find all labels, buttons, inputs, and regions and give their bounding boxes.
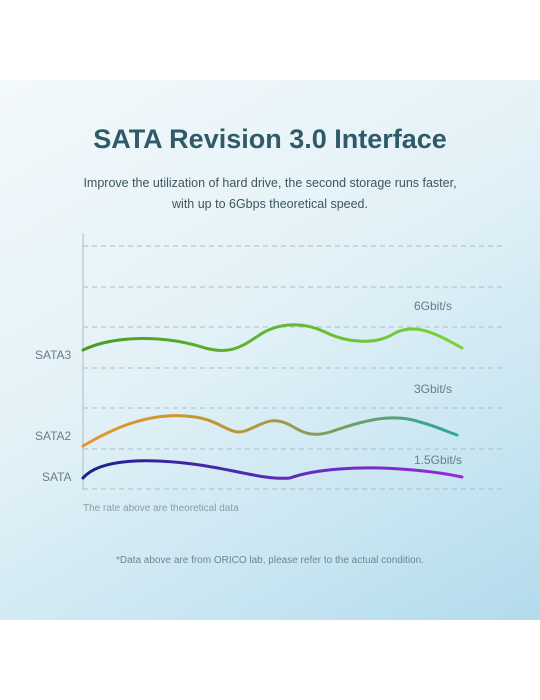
page-title: SATA Revision 3.0 Interface: [93, 124, 447, 154]
sata2-speed-curve: [81, 414, 459, 448]
speed-1-5gbit-label: 1.5Gbit/s: [414, 453, 462, 467]
speed-comparison-chart: SATA3 SATA2 SATA 6Gbit/s 3Gbit/s 1.5Gbit…: [35, 233, 505, 490]
subtitle: Improve the utilization of hard drive, t…: [0, 173, 540, 215]
subtitle-line-2: with up to 6Gbps theoretical speed.: [172, 197, 368, 211]
lab-footnote: *Data above are from ORICO lab, please r…: [116, 555, 424, 566]
speed-3gbit-label: 3Gbit/s: [414, 382, 452, 396]
sata3-label: SATA3: [35, 348, 72, 362]
sata3-speed-curve: [81, 323, 464, 352]
grid-lines: [83, 245, 505, 490]
sata-label: SATA: [42, 470, 72, 484]
speed-6gbit-label: 6Gbit/s: [414, 299, 452, 313]
theoretical-data-note: The rate above are theoretical data: [83, 503, 239, 514]
subtitle-line-1: Improve the utilization of hard drive, t…: [83, 176, 457, 190]
sata2-label: SATA2: [35, 429, 72, 443]
sata-speed-curve: [81, 459, 464, 480]
banner-panel: SATA Revision 3.0 Interface Improve the …: [0, 80, 540, 620]
